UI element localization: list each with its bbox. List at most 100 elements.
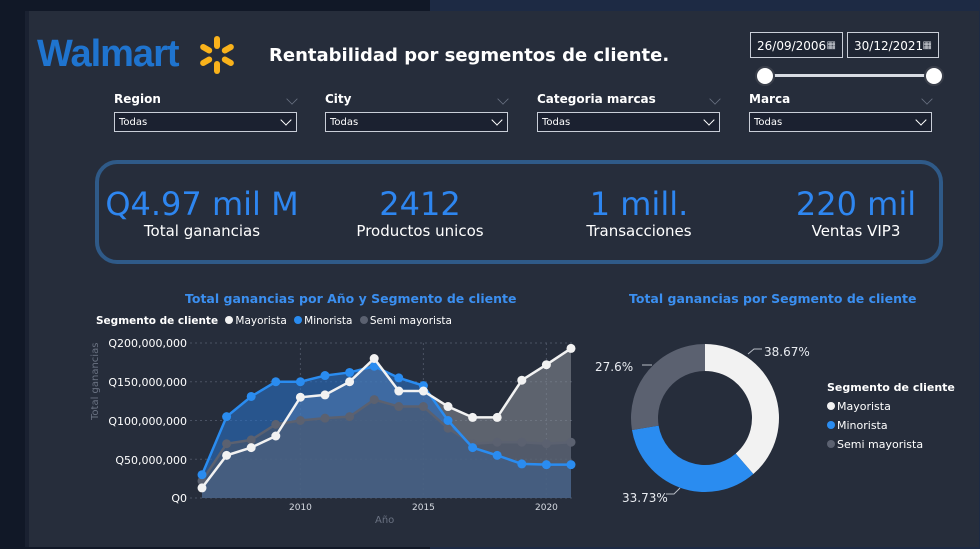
- x-tick-label: 2010: [289, 503, 312, 513]
- data-point: [492, 412, 502, 422]
- data-point: [295, 392, 305, 402]
- data-point: [222, 412, 232, 422]
- legend-dot: [827, 402, 835, 410]
- data-point: [492, 437, 502, 447]
- data-point: [295, 416, 305, 425]
- y-tick-label: Q100,000,000: [108, 415, 187, 428]
- data-point: [222, 450, 232, 460]
- x-axis-title: Año: [375, 515, 395, 526]
- kpi-value: 220 mil: [795, 185, 917, 223]
- calendar-icon[interactable]: ▦: [922, 40, 932, 51]
- dropdown-value: Todas: [119, 117, 148, 128]
- slice-label-mayorista: 38.67%: [764, 345, 810, 359]
- slicer-label: Region: [114, 92, 161, 106]
- data-point: [197, 470, 207, 480]
- legend-dot: [827, 440, 835, 448]
- data-point: [345, 367, 355, 377]
- kpi-card: 220 mil Ventas VIP3: [746, 184, 966, 240]
- slice-label-semi-mayorista: 27.6%: [595, 360, 634, 374]
- data-point: [320, 371, 330, 381]
- data-point: [271, 431, 281, 441]
- legend-item-mayorista[interactable]: Mayorista: [827, 400, 955, 413]
- data-point: [443, 416, 453, 425]
- legend-item[interactable]: Mayorista: [235, 315, 287, 327]
- date-end-input[interactable]: 30/12/2021 ▦: [847, 32, 939, 58]
- legend-title: Segmento de cliente: [96, 315, 219, 327]
- kpi-card: 1 mill. Transacciones: [529, 184, 749, 240]
- legend-dot: [827, 421, 835, 429]
- chevron-down-icon: [915, 114, 927, 126]
- data-point: [271, 377, 281, 387]
- data-point: [320, 413, 330, 423]
- data-point: [541, 439, 551, 449]
- brand-wordmark: Walmart: [37, 33, 180, 75]
- donut-chart-title: Total ganancias por Segmento de cliente: [629, 291, 917, 306]
- date-start-input[interactable]: 26/09/2006 ▦: [750, 32, 843, 58]
- legend-label: Mayorista: [837, 400, 891, 413]
- legend-dot-mayorista: [225, 316, 234, 324]
- donut-slice-semi-mayorista: [631, 344, 705, 431]
- kpi-panel: [95, 160, 943, 264]
- legend-item[interactable]: Minorista: [304, 315, 353, 327]
- donut-slice-mayorista: [705, 344, 779, 475]
- walmart-logo: Walmart: [37, 33, 180, 75]
- data-point: [295, 377, 305, 387]
- area-semi-mayorista: [202, 399, 571, 498]
- slicer-categoria-marcas: Categoria marcas Todas: [537, 92, 721, 132]
- slider-start-handle[interactable]: [755, 66, 775, 86]
- data-point: [369, 354, 379, 363]
- y-tick-label: Q0: [171, 492, 187, 505]
- marca-dropdown[interactable]: Todas: [749, 112, 932, 132]
- donut-legend: Segmento de cliente Mayorista Minorista …: [827, 381, 955, 451]
- calendar-icon[interactable]: ▦: [826, 40, 836, 51]
- spark-icon: [200, 36, 234, 74]
- kpi-caption: Ventas VIP3: [811, 222, 901, 240]
- slicer-label: Marca: [749, 92, 791, 106]
- date-start-value: 26/09/2006: [757, 39, 827, 53]
- y-tick-label: Q150,000,000: [108, 376, 187, 389]
- legend-item-semi-mayorista[interactable]: Semi mayorista: [827, 438, 955, 451]
- x-tick-label: 2020: [535, 503, 558, 513]
- donut-slice-minorista: [631, 425, 754, 492]
- data-point: [246, 443, 256, 453]
- page-title: Rentabilidad por segmentos de cliente.: [269, 45, 670, 66]
- leader-line: [666, 487, 681, 495]
- slider-end-handle[interactable]: [924, 66, 944, 86]
- slicer-label: City: [325, 92, 352, 106]
- city-dropdown[interactable]: Todas: [325, 112, 508, 132]
- data-point: [271, 419, 281, 429]
- data-point: [246, 435, 256, 445]
- x-tick-label: 2015: [412, 503, 435, 513]
- categoria-dropdown[interactable]: Todas: [537, 112, 720, 132]
- line-mayorista: [201, 347, 572, 489]
- data-point: [566, 343, 576, 353]
- date-range-slider[interactable]: [764, 74, 934, 77]
- legend-label: Semi mayorista: [837, 438, 924, 451]
- slicer-city: City Todas: [325, 92, 509, 132]
- dropdown-value: Todas: [542, 117, 571, 128]
- legend-item[interactable]: Semi mayorista: [369, 315, 452, 327]
- data-point: [492, 450, 502, 460]
- region-dropdown[interactable]: Todas: [114, 112, 297, 132]
- data-point: [418, 402, 428, 412]
- kpi-card: Q4.97 mil M Total ganancias: [92, 184, 312, 240]
- data-point: [246, 391, 256, 401]
- slicer-marca: Marca Todas: [749, 92, 933, 132]
- slice-label-minorista: 33.73%: [622, 491, 668, 505]
- data-point: [320, 390, 330, 400]
- kpi-caption: Productos unicos: [356, 222, 484, 240]
- data-point: [394, 402, 404, 412]
- donut-chart: [631, 344, 779, 495]
- data-point: [418, 386, 428, 396]
- kpi-caption: Transacciones: [586, 222, 692, 240]
- dropdown-value: Todas: [330, 117, 359, 128]
- data-point: [566, 437, 576, 447]
- legend-item-minorista[interactable]: Minorista: [827, 419, 955, 432]
- data-point: [517, 375, 527, 385]
- legend-title: Segmento de cliente: [827, 381, 955, 394]
- data-point: [394, 386, 404, 396]
- kpi-value: 2412: [379, 185, 461, 223]
- data-point: [517, 459, 527, 469]
- chevron-down-icon: [703, 114, 715, 126]
- slicer-label: Categoria marcas: [537, 92, 656, 106]
